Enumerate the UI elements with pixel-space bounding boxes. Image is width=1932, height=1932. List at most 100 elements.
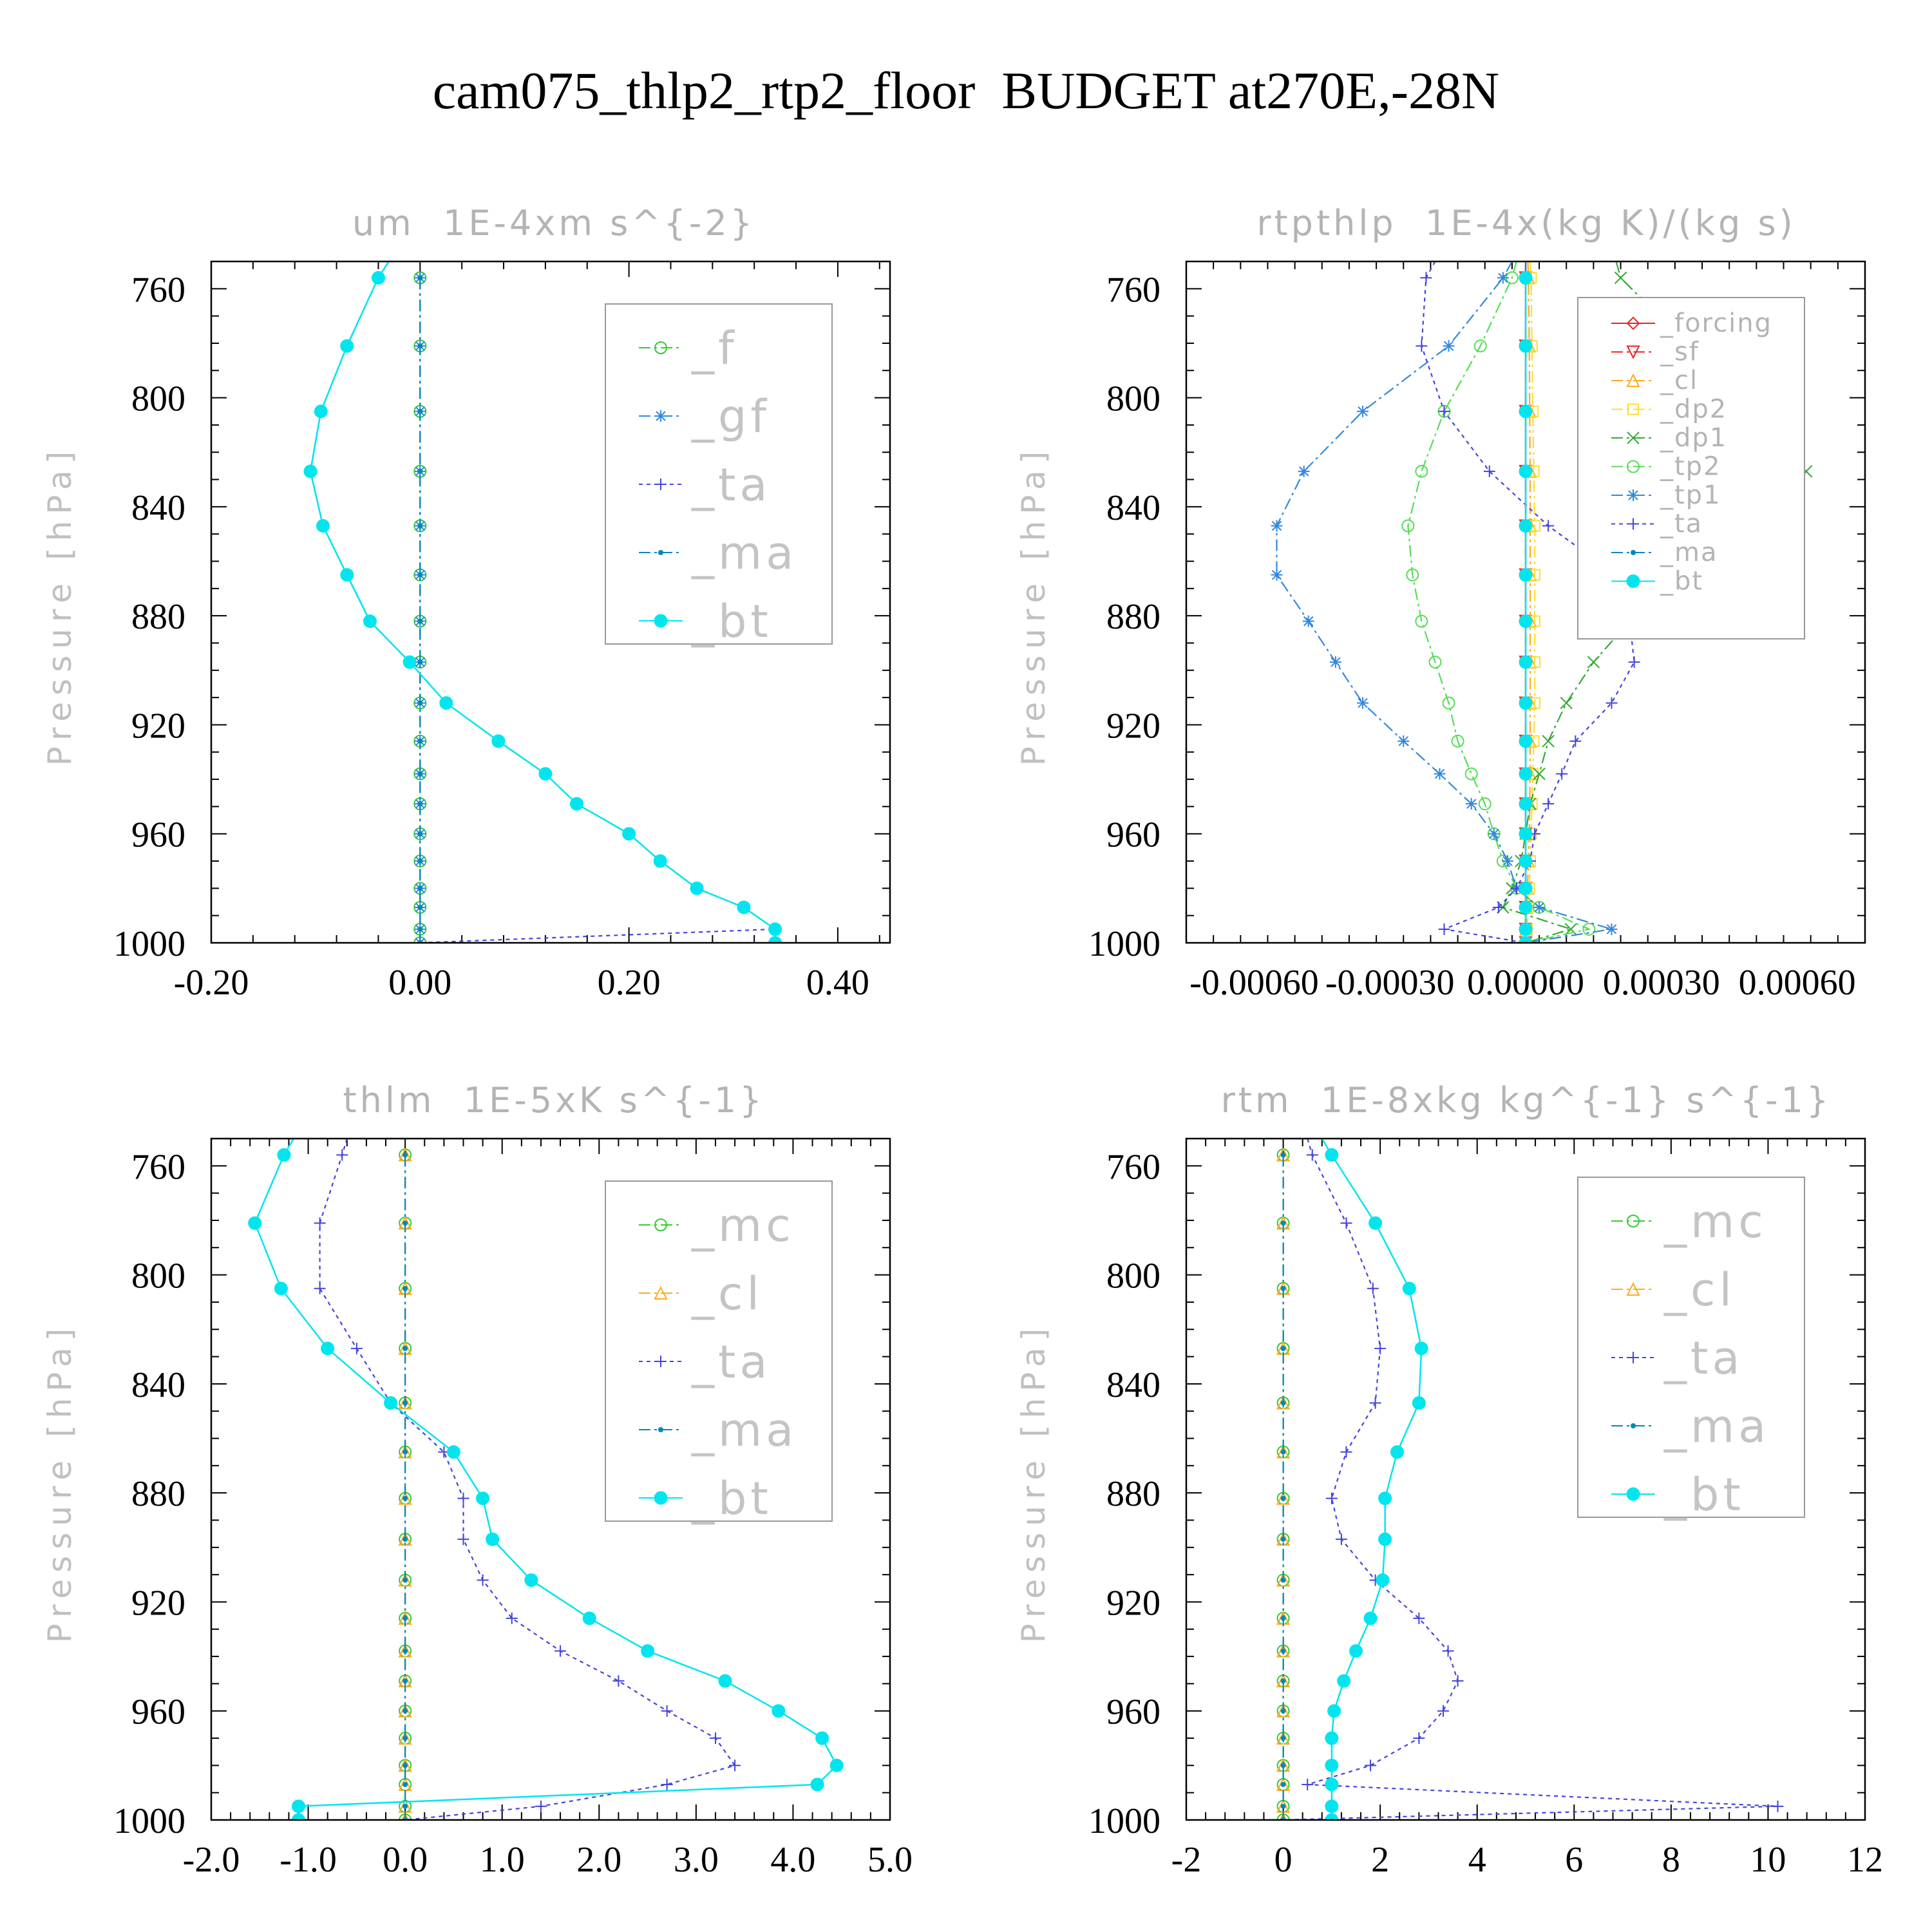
series-bt (1519, 270, 1533, 943)
series-bt-point (340, 339, 354, 353)
series-bt-point (363, 614, 377, 629)
plot-area: -0.00060 -0.00030 0.00000 0.00030 0.00060 760… (1088, 260, 1866, 1003)
panel-rtpthlp: rtpthlp 1E-4x(kg K)/(kg s) Pressure [hPa… (1015, 203, 1866, 1003)
axis-ticks (1186, 261, 1866, 943)
legend-label: _tp1 (1660, 480, 1721, 510)
y-tick-label: 760 (131, 1147, 185, 1187)
y-tick-label: 840 (1106, 1365, 1160, 1405)
plot-area: -0.20 0.00 0.20 0.40 760 800 840 880 920 960 1000 (113, 260, 891, 1003)
y-tick-label: 760 (1106, 1147, 1160, 1187)
legend-entry-ta: _ta (639, 1336, 767, 1388)
series-bt-point (772, 1704, 786, 1718)
series-bt (303, 261, 782, 943)
series-tp1-point (1605, 923, 1618, 935)
series-bt-point (1519, 655, 1533, 669)
legend-label: _bt (691, 595, 772, 648)
series-ma-point (1280, 1577, 1286, 1583)
series-ma-point (1280, 1285, 1286, 1291)
series-cl (1519, 261, 1537, 943)
series-ma-point (402, 1781, 408, 1787)
series-bt-point (1337, 1674, 1351, 1688)
series-ma-point (417, 572, 423, 578)
x-tick-label: 0.00 (388, 963, 451, 1003)
series-ta (314, 1139, 741, 1820)
series-dp1-point (1560, 696, 1573, 710)
series-ma-point (1280, 1763, 1286, 1768)
series-ta-point (1413, 1612, 1425, 1624)
series-ma-point (417, 771, 423, 777)
series-ta-point (314, 1217, 326, 1229)
series-ta-point (1335, 1533, 1347, 1546)
series-ma-point (1280, 1537, 1286, 1542)
series-bt-point (340, 568, 354, 582)
series-bt-point (1378, 1492, 1392, 1506)
series-bt-point (1325, 1758, 1339, 1772)
legend-label: _ma (1660, 538, 1718, 567)
series-ma-point (402, 1495, 408, 1501)
series-ta-point (506, 1612, 518, 1624)
series-bt-point (1519, 270, 1533, 285)
series-dp1-point (1564, 923, 1577, 936)
series-bt-point (439, 696, 453, 710)
series-bt-point (1376, 1573, 1390, 1587)
legend-label: _dp2 (1660, 395, 1727, 424)
series-bt-point (1519, 881, 1533, 895)
series-bt-point (1519, 339, 1533, 353)
series-bt-point (1519, 519, 1533, 533)
legend-label: _cl (691, 1267, 763, 1320)
legend-label: _dp1 (1660, 423, 1727, 453)
x-tick-label: 0.40 (806, 963, 869, 1003)
y-tick-label: 1000 (113, 924, 185, 964)
legend-entry-cl: _cl (1611, 366, 1697, 395)
series-bt-point (292, 1813, 306, 1820)
series-bt-point (371, 270, 385, 285)
y-tick-label: 760 (1106, 270, 1160, 310)
legend-swatch-marker (1627, 518, 1639, 530)
series-ma-point (417, 408, 423, 414)
y-tick-label: 800 (1106, 379, 1160, 419)
series-ma-point (402, 1537, 408, 1542)
series-ta-point (1542, 798, 1555, 810)
series-bt (1321, 1139, 1428, 1820)
series-ma-point (402, 1400, 408, 1406)
series-cl-point (1276, 1573, 1291, 1587)
legend-entry-cl: _cl (1611, 1264, 1732, 1316)
legend-entry-tp2: _tp2 (1611, 452, 1720, 482)
legend-label: _gf (691, 390, 770, 443)
series-bt-point (653, 854, 667, 868)
series-ma (402, 1152, 408, 1820)
legend-swatch-marker (655, 1356, 667, 1367)
series-tp1-point (1465, 798, 1477, 810)
series-ma-point (1280, 1803, 1286, 1809)
axis-ticks (211, 1138, 891, 1821)
series-bt-point (1325, 1799, 1339, 1814)
series-ta-point (1369, 1397, 1381, 1409)
series-tp1-point (1501, 855, 1513, 867)
legend-label: _bt (1660, 567, 1703, 596)
series-ma-point (402, 1152, 408, 1158)
legend-label: _ma (1663, 1400, 1770, 1453)
y-tick-label: 800 (131, 1256, 185, 1296)
legend-entry-ta: _ta (1611, 1332, 1739, 1385)
series-bt-point (274, 1282, 288, 1296)
series-bt-point (491, 734, 506, 748)
legend-swatch-marker (1626, 1487, 1640, 1501)
series-ta-point (729, 1759, 741, 1772)
series-cl-point (1276, 1730, 1291, 1745)
axis-ticks (211, 261, 890, 943)
series-bt-point (582, 1611, 596, 1625)
legend-swatch-marker (655, 478, 667, 490)
legend-swatch-marker (654, 614, 668, 628)
legend-swatch-marker (654, 1285, 668, 1300)
legend-entry-ma: _ma (1611, 538, 1718, 567)
series-bt-line (1321, 1139, 1423, 1820)
series-bt-point (1519, 936, 1533, 943)
series-ma-point (417, 831, 423, 837)
series-cl-point (398, 1643, 412, 1658)
series-bt-point (316, 519, 330, 533)
series-ta-point (314, 1282, 326, 1294)
panel-um: um 1E-4xm s^{-2} Pressure [hPa] -0.20 0.0… (41, 203, 891, 1003)
series-ta-point (554, 1645, 567, 1657)
plot-frame (1185, 1137, 1866, 1821)
x-tick-label: -0.00030 (1325, 963, 1455, 1003)
